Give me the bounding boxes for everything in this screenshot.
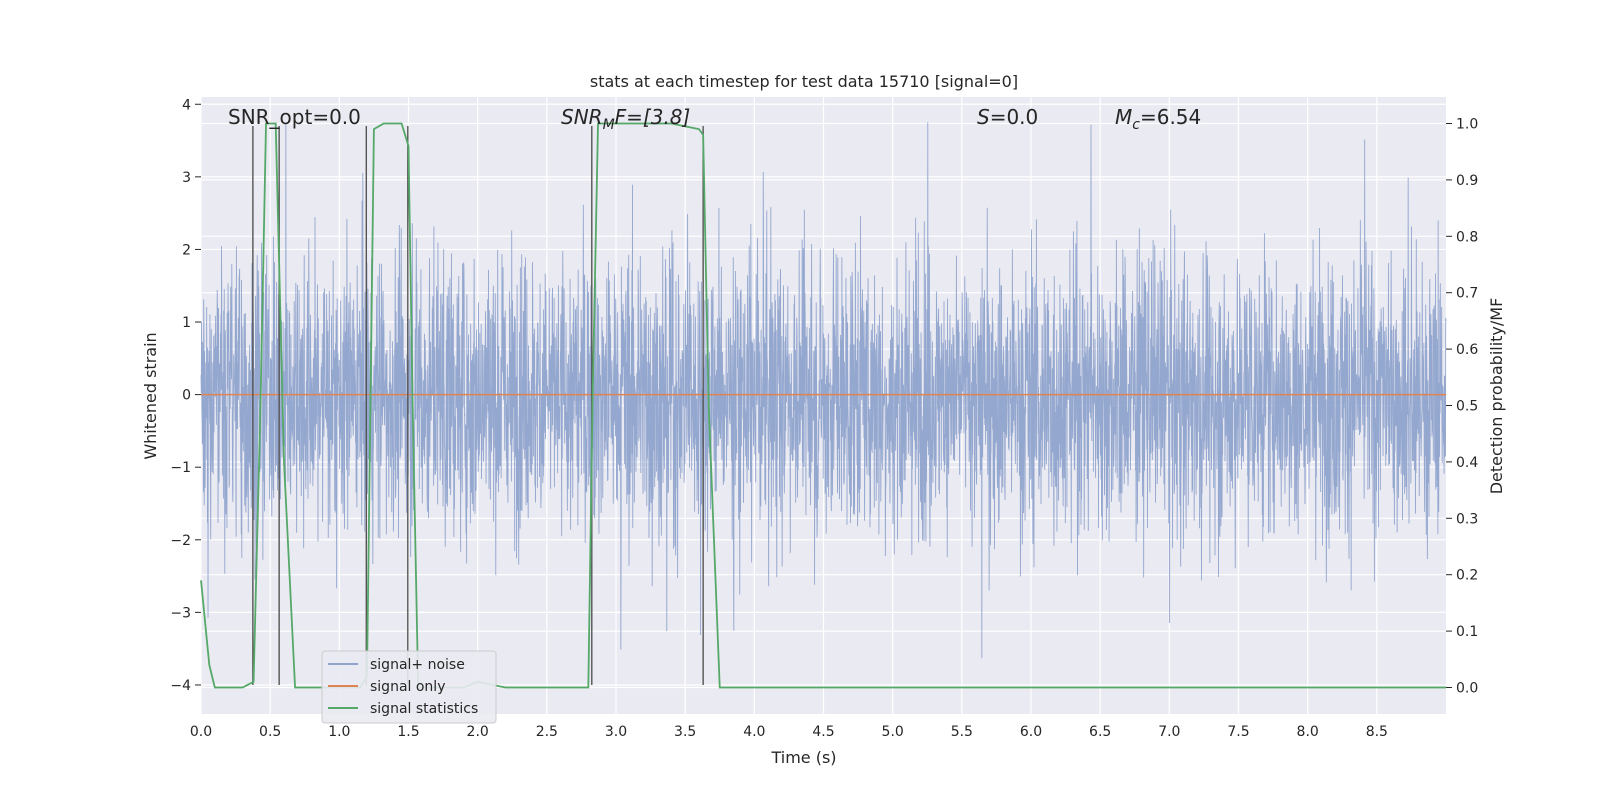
x-tick-label: 0.0: [190, 724, 212, 740]
legend: signal+ noise signal only signal statist…: [321, 650, 497, 724]
x-tick-label: 2.5: [536, 724, 558, 740]
x-tick-label: 6.0: [1020, 724, 1042, 740]
y2-tick-label: 0.9: [1456, 173, 1478, 189]
x-tick-label: 6.5: [1089, 724, 1111, 740]
y2-tick-label: 0.0: [1456, 680, 1478, 696]
y-tick-label: 1: [182, 315, 191, 331]
annotation-mc-symbol: M: [1115, 105, 1132, 129]
annotation-mc-value: =6.54: [1140, 105, 1201, 129]
y2-tick-label: 0.3: [1456, 511, 1478, 527]
y-tick-label: −2: [170, 533, 191, 549]
legend-label-signal: signal only: [370, 679, 445, 695]
annotation-s-symbol: S: [977, 105, 990, 129]
x-tick-label: 4.0: [743, 724, 765, 740]
chart-title: stats at each timestep for test data 157…: [590, 72, 1018, 91]
y2-tick-label: 0.1: [1456, 624, 1478, 640]
x-tick-label: 3.0: [605, 724, 627, 740]
x-tick-label: 5.5: [951, 724, 973, 740]
x-tick-label: 8.5: [1366, 724, 1388, 740]
annotation-snr-mf-symbol: SNR: [561, 105, 603, 129]
y-tick-label: 0: [182, 388, 191, 404]
x-tick-label: 3.5: [674, 724, 696, 740]
y-tick-label: −1: [170, 460, 191, 476]
x-axis-ticks: 0.0 0.5 1.0 1.5 2.0 2.5 3.0 3.5 4.0 4.5 5.0 5.5 6.0 6…: [190, 724, 1388, 740]
x-tick-label: 2.0: [467, 724, 489, 740]
y2-tick-label: 0.4: [1456, 455, 1478, 471]
y-tick-label: 4: [182, 97, 191, 113]
annotation-snr-opt: SNR_opt=0.0: [228, 105, 361, 129]
y-tick-label: −4: [170, 678, 191, 694]
x-axis-label: Time (s): [770, 748, 836, 767]
annotation-snr-mf: SNRMF=[3.8]: [561, 105, 690, 133]
y2-tick-label: 1.0: [1456, 117, 1478, 133]
y2-axis-label: Detection probability/MF: [1487, 298, 1506, 495]
x-tick-label: 1.0: [328, 724, 350, 740]
x-tick-label: 7.0: [1158, 724, 1180, 740]
x-tick-label: 4.5: [812, 724, 834, 740]
y2-tick-label: 0.5: [1456, 399, 1478, 415]
y-tick-label: 3: [182, 170, 191, 186]
annotation-mc-subscript: c: [1132, 117, 1140, 133]
y2-axis-ticks: 1.0 0.9 0.8 0.7 0.6 0.5 0.4 0.3 0.2 0.1 0.0: [1446, 117, 1478, 696]
annotation-s: S=0.0: [977, 105, 1038, 129]
legend-label-noise: signal+ noise: [370, 657, 465, 673]
x-tick-label: 0.5: [259, 724, 281, 740]
y-tick-label: −3: [170, 605, 191, 621]
y2-tick-label: 0.7: [1456, 286, 1478, 302]
x-tick-label: 5.0: [882, 724, 904, 740]
y-axis-label: Whitened strain: [141, 332, 160, 459]
y2-tick-label: 0.6: [1456, 342, 1478, 358]
legend-box: [321, 650, 497, 724]
y2-tick-label: 0.8: [1456, 229, 1478, 245]
y-tick-label: 2: [182, 242, 191, 258]
y2-tick-label: 0.2: [1456, 568, 1478, 584]
annotation-snr-mf-subscript: M: [603, 117, 615, 133]
annotation-s-value: =0.0: [990, 105, 1039, 129]
legend-label-stats: signal statistics: [370, 701, 478, 717]
x-tick-label: 7.5: [1227, 724, 1249, 740]
x-tick-label: 1.5: [397, 724, 419, 740]
annotation-mc: Mc=6.54: [1115, 105, 1201, 133]
annotation-snr-mf-value: F=[3.8]: [615, 105, 691, 129]
y-axis-ticks: 4 3 2 1 0 −1 −2 −3 −4: [170, 97, 201, 694]
x-tick-label: 8.0: [1297, 724, 1319, 740]
